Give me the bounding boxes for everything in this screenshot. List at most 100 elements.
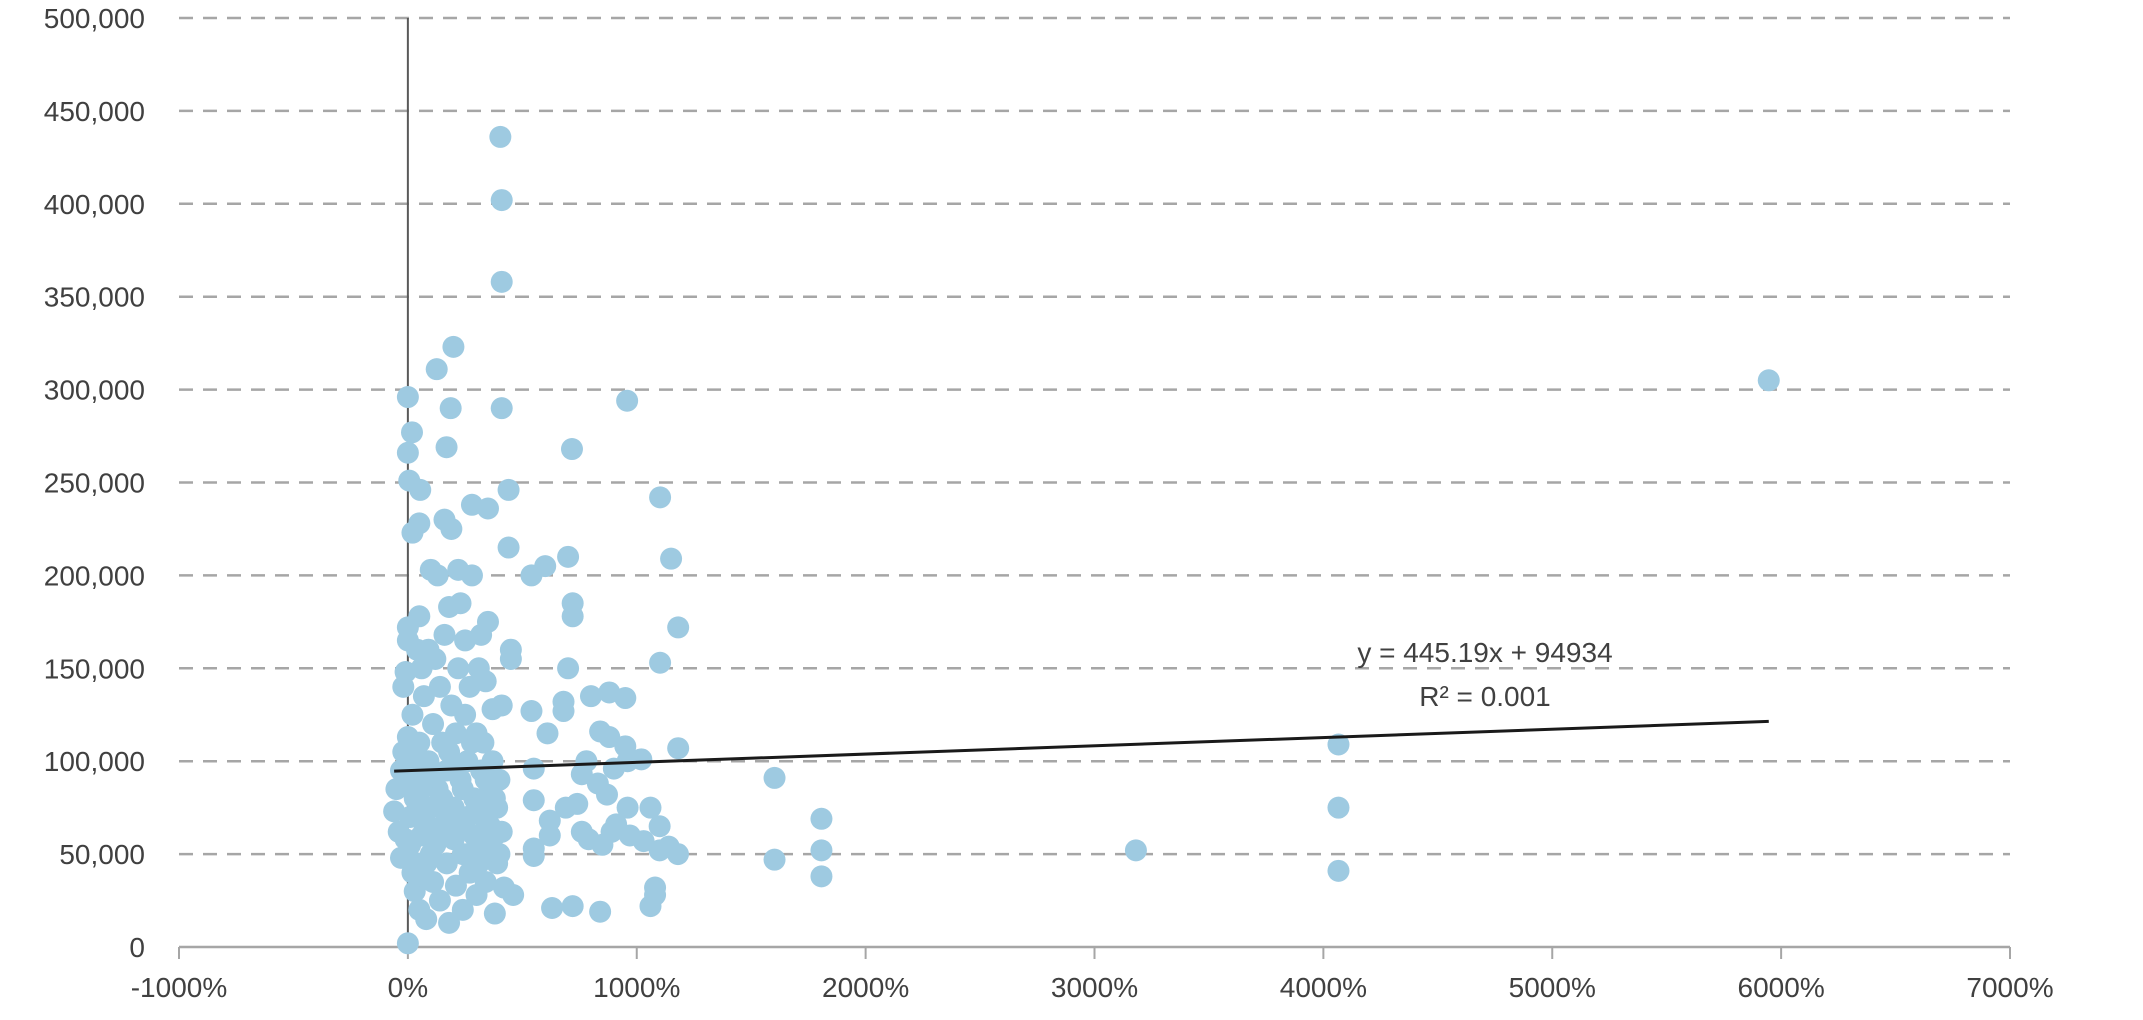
- data-point: [419, 843, 442, 866]
- y-tick-label: 400,000: [44, 189, 145, 220]
- x-tick-label: 2000%: [822, 972, 909, 1003]
- data-point: [447, 815, 470, 838]
- data-point: [403, 750, 426, 773]
- data-point: [474, 870, 497, 893]
- data-point: [479, 815, 502, 838]
- data-point: [632, 830, 655, 853]
- data-point: [454, 703, 477, 726]
- data-point: [566, 792, 589, 815]
- data-points: [383, 125, 1780, 955]
- data-point: [435, 852, 458, 875]
- data-point: [396, 932, 419, 955]
- data-point: [426, 824, 449, 847]
- data-point: [449, 592, 472, 615]
- y-axis-tick-labels: 0 50,000 100,000 150,000 200,000 250,000 300,0…: [44, 3, 145, 963]
- x-tick-label: 3000%: [1051, 972, 1138, 1003]
- data-point: [561, 895, 584, 918]
- trendline-equation: y = 445.19x + 94934: [1357, 637, 1612, 668]
- data-point: [385, 778, 408, 801]
- data-point: [763, 848, 786, 871]
- data-point: [425, 358, 448, 381]
- data-point: [428, 889, 451, 912]
- data-point: [667, 616, 690, 639]
- data-point: [442, 335, 465, 358]
- data-point: [502, 883, 525, 906]
- data-point: [763, 766, 786, 789]
- y-tick-label: 200,000: [44, 560, 145, 591]
- data-point: [536, 722, 559, 745]
- data-point: [422, 713, 445, 736]
- y-tick-label: 500,000: [44, 3, 145, 34]
- x-tick-label: -1000%: [131, 972, 228, 1003]
- data-point: [810, 807, 833, 830]
- data-point: [440, 517, 463, 540]
- data-point: [476, 610, 499, 633]
- data-point: [412, 685, 435, 708]
- x-tick-label: 5000%: [1509, 972, 1596, 1003]
- data-point: [444, 722, 467, 745]
- data-point: [396, 441, 419, 464]
- data-point: [589, 900, 612, 923]
- data-point: [520, 700, 543, 723]
- data-point: [474, 768, 497, 791]
- data-point: [614, 687, 637, 710]
- data-point: [438, 740, 461, 763]
- data-point: [541, 896, 564, 919]
- data-point: [394, 828, 417, 851]
- data-point: [408, 731, 431, 754]
- data-point: [483, 787, 506, 810]
- x-tick-label: 1000%: [593, 972, 680, 1003]
- data-point: [488, 843, 511, 866]
- gridlines: [179, 16, 2010, 856]
- data-point: [490, 189, 513, 212]
- data-point: [648, 815, 671, 838]
- data-point: [1327, 796, 1350, 819]
- data-point: [428, 675, 451, 698]
- data-point: [560, 438, 583, 461]
- data-point: [630, 748, 653, 771]
- data-point: [538, 824, 561, 847]
- data-point: [1327, 859, 1350, 882]
- data-point: [660, 547, 683, 570]
- data-point: [1327, 733, 1350, 756]
- data-point: [1124, 839, 1147, 862]
- y-tick-label: 50,000: [59, 839, 145, 870]
- data-point: [460, 731, 483, 754]
- x-tick-label: 4000%: [1280, 972, 1367, 1003]
- data-point: [579, 685, 602, 708]
- data-point: [497, 536, 520, 559]
- data-point: [409, 478, 432, 501]
- trendline-r-squared: R² = 0.001: [1419, 681, 1551, 712]
- data-point: [649, 651, 672, 674]
- data-point: [470, 833, 493, 856]
- data-point: [522, 789, 545, 812]
- data-point: [451, 778, 474, 801]
- data-point: [400, 421, 423, 444]
- data-point: [497, 478, 520, 501]
- data-point: [408, 512, 431, 535]
- y-tick-label: 450,000: [44, 96, 145, 127]
- data-point: [483, 902, 506, 925]
- data-point: [534, 555, 557, 578]
- data-point: [667, 737, 690, 760]
- data-point: [616, 389, 639, 412]
- data-point: [490, 270, 513, 293]
- y-tick-label: 100,000: [44, 746, 145, 777]
- data-point: [810, 839, 833, 862]
- data-point: [557, 545, 580, 568]
- data-point: [649, 486, 672, 509]
- data-point: [552, 690, 575, 713]
- data-point: [435, 436, 458, 459]
- data-point: [439, 397, 462, 420]
- data-point: [424, 648, 447, 671]
- y-tick-label: 0: [129, 932, 145, 963]
- y-tick-label: 150,000: [44, 653, 145, 684]
- data-point: [644, 883, 667, 906]
- data-point: [412, 865, 435, 888]
- y-tick-label: 250,000: [44, 468, 145, 499]
- data-point: [561, 605, 584, 628]
- data-point: [489, 125, 512, 148]
- data-point: [490, 694, 513, 717]
- x-tick-label: 6000%: [1738, 972, 1825, 1003]
